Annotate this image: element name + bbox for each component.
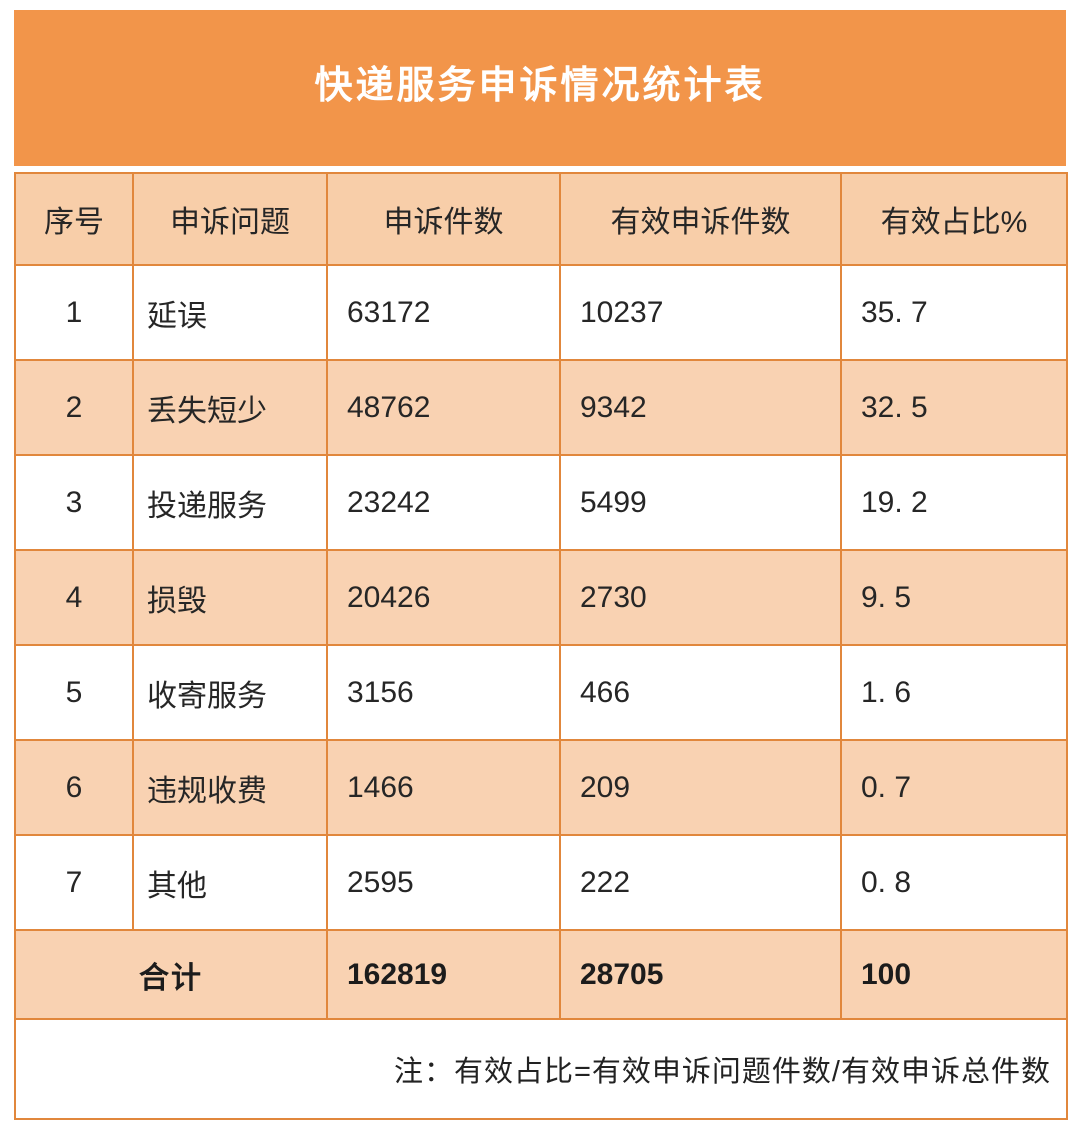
row-index: 4 [14, 549, 134, 646]
row-valid-pct: 19. 2 [840, 454, 1068, 551]
row-index: 2 [14, 359, 134, 456]
row-valid-pct: 0. 7 [840, 739, 1068, 836]
row-index: 1 [14, 264, 134, 361]
row-complaints-count: 1466 [326, 739, 561, 836]
row-issue: 违规收费 [132, 739, 328, 836]
row-issue: 其他 [132, 834, 328, 931]
table-row: 3 投递服务 23242 5499 19. 2 [14, 454, 1068, 551]
row-issue: 损毁 [132, 549, 328, 646]
row-valid-count: 9342 [559, 359, 842, 456]
page-title: 快递服务申诉情况统计表 [314, 64, 766, 107]
row-issue: 收寄服务 [132, 644, 328, 741]
row-valid-count: 2730 [559, 549, 842, 646]
table-row: 2 丢失短少 48762 9342 32. 5 [14, 359, 1068, 456]
row-valid-pct: 35. 7 [840, 264, 1068, 361]
row-index: 5 [14, 644, 134, 741]
complaints-table: 序号 申诉问题 申诉件数 有效申诉件数 有效占比% 1 延误 63172 102… [14, 172, 1068, 1120]
row-valid-count: 209 [559, 739, 842, 836]
row-complaints-count: 20426 [326, 549, 561, 646]
total-pct: 100 [840, 929, 1068, 1020]
table-row: 5 收寄服务 3156 466 1. 6 [14, 644, 1068, 741]
row-complaints-count: 3156 [326, 644, 561, 741]
row-valid-count: 466 [559, 644, 842, 741]
table-row: 6 违规收费 1466 209 0. 7 [14, 739, 1068, 836]
col-header-issue: 申诉问题 [132, 172, 328, 266]
row-valid-pct: 32. 5 [840, 359, 1068, 456]
table-row: 4 损毁 20426 2730 9. 5 [14, 549, 1068, 646]
row-complaints-count: 63172 [326, 264, 561, 361]
note-row: 注：有效占比=有效申诉问题件数/有效申诉总件数 [14, 1018, 1068, 1120]
col-header-no: 序号 [14, 172, 134, 266]
row-valid-pct: 9. 5 [840, 549, 1068, 646]
total-row: 合计 162819 28705 100 [14, 929, 1068, 1020]
row-complaints-count: 2595 [326, 834, 561, 931]
row-issue: 丢失短少 [132, 359, 328, 456]
header-row: 序号 申诉问题 申诉件数 有效申诉件数 有效占比% [14, 172, 1068, 266]
row-index: 7 [14, 834, 134, 931]
row-valid-pct: 1. 6 [840, 644, 1068, 741]
row-issue: 延误 [132, 264, 328, 361]
table-row: 1 延误 63172 10237 35. 7 [14, 264, 1068, 361]
title-banner: 快递服务申诉情况统计表 [14, 10, 1066, 166]
col-header-pct: 有效占比% [840, 172, 1068, 266]
total-label: 合计 [14, 929, 328, 1020]
col-header-valid: 有效申诉件数 [559, 172, 842, 266]
row-index: 3 [14, 454, 134, 551]
row-complaints-count: 48762 [326, 359, 561, 456]
table-note: 注：有效占比=有效申诉问题件数/有效申诉总件数 [14, 1018, 1068, 1120]
table-body: 1 延误 63172 10237 35. 7 2 丢失短少 48762 9342… [14, 264, 1068, 931]
col-header-complaints: 申诉件数 [326, 172, 561, 266]
row-complaints-count: 23242 [326, 454, 561, 551]
total-complaints: 162819 [326, 929, 561, 1020]
total-valid: 28705 [559, 929, 842, 1020]
row-index: 6 [14, 739, 134, 836]
row-valid-count: 5499 [559, 454, 842, 551]
row-valid-count: 10237 [559, 264, 842, 361]
table-row: 7 其他 2595 222 0. 8 [14, 834, 1068, 931]
row-valid-count: 222 [559, 834, 842, 931]
row-valid-pct: 0. 8 [840, 834, 1068, 931]
row-issue: 投递服务 [132, 454, 328, 551]
